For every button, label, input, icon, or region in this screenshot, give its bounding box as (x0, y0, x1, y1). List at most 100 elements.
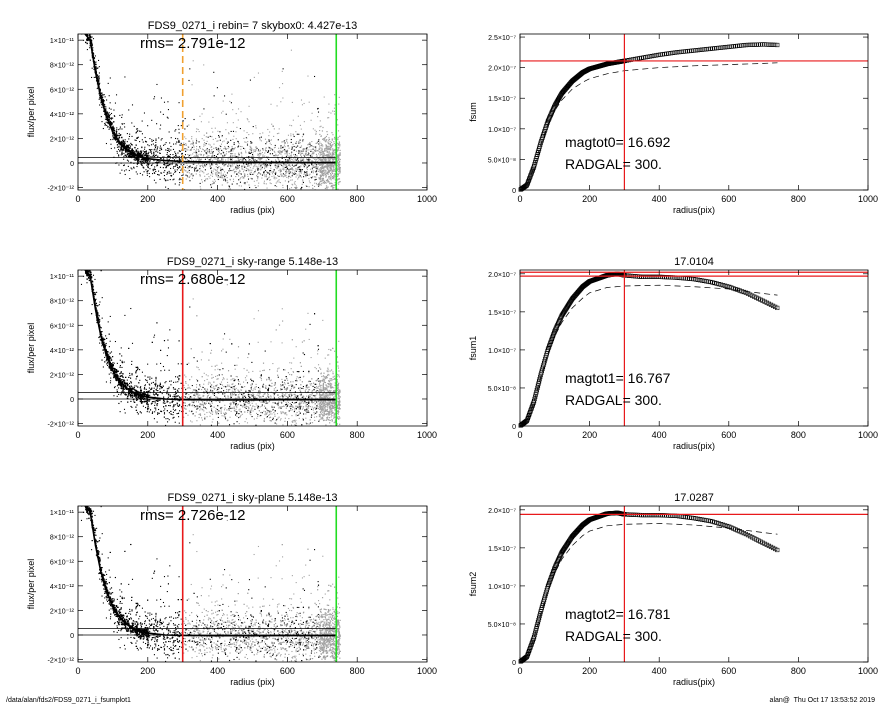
data-point (315, 166, 316, 167)
data-point (286, 170, 287, 171)
data-point (232, 153, 233, 154)
data-point (282, 185, 283, 186)
data-point (320, 126, 321, 127)
data-point (214, 395, 215, 396)
data-point (127, 133, 128, 134)
data-point (219, 150, 220, 151)
data-point (248, 121, 249, 122)
data-point (327, 168, 328, 169)
data-point (227, 166, 228, 167)
data-point (289, 410, 290, 411)
data-point (200, 160, 201, 161)
data-point (131, 136, 132, 137)
data-point (332, 188, 333, 189)
data-point (87, 43, 88, 44)
data-point (333, 167, 334, 168)
data-point (146, 141, 147, 142)
data-point (205, 179, 206, 180)
data-point (249, 159, 250, 160)
data-point (308, 175, 309, 176)
data-point (273, 175, 274, 176)
data-point (215, 158, 216, 159)
data-point (286, 177, 287, 178)
data-point (291, 167, 292, 168)
data-point (316, 155, 317, 156)
data-point (150, 150, 151, 151)
data-point (203, 146, 204, 147)
data-point (155, 383, 156, 384)
data-point (116, 129, 117, 130)
data-point (181, 143, 182, 144)
data-point (319, 185, 320, 186)
data-point (307, 167, 308, 168)
data-point (196, 149, 197, 150)
data-point (156, 84, 157, 85)
data-point (233, 179, 234, 180)
data-point (255, 150, 256, 151)
data-point (290, 177, 291, 178)
data-point (102, 93, 103, 94)
data-point (217, 177, 218, 178)
data-point (172, 154, 173, 155)
data-point (224, 164, 225, 165)
data-point (92, 6, 93, 7)
data-point (238, 119, 239, 120)
data-point (122, 151, 123, 152)
data-point (129, 136, 130, 137)
data-point (167, 101, 168, 102)
data-point (167, 172, 168, 173)
data-point (319, 178, 320, 179)
data-point (272, 153, 273, 154)
data-point (204, 142, 205, 143)
data-point (149, 138, 150, 139)
data-point (318, 158, 319, 159)
data-point (190, 174, 191, 175)
data-point (261, 137, 262, 138)
data-point (255, 151, 256, 152)
data-point (228, 164, 229, 165)
data-point (196, 412, 197, 413)
data-point (311, 177, 312, 178)
data-point (285, 150, 286, 151)
data-point (285, 180, 286, 181)
data-point (327, 155, 328, 156)
data-point (271, 193, 272, 194)
data-point (151, 383, 152, 384)
data-point (234, 169, 235, 170)
data-point (280, 164, 281, 165)
data-point (234, 142, 235, 143)
data-point (151, 120, 152, 121)
data-point (318, 378, 319, 379)
data-point (261, 374, 262, 375)
data-point (338, 156, 339, 157)
data-point (301, 187, 302, 188)
data-point (257, 170, 258, 171)
data-point (256, 160, 257, 161)
data-point (141, 159, 142, 160)
data-point (332, 138, 333, 139)
data-point (292, 405, 293, 406)
data-point (130, 146, 131, 147)
data-point (278, 151, 279, 152)
data-point (203, 140, 204, 141)
data-point (296, 423, 297, 424)
data-point (283, 176, 284, 177)
data-point (184, 375, 185, 376)
data-point (147, 171, 148, 172)
data-point (250, 178, 251, 179)
data-point (339, 141, 340, 142)
data-point (302, 141, 303, 142)
data-point (210, 153, 211, 154)
data-point (291, 159, 292, 160)
data-point (321, 164, 322, 165)
data-point (257, 174, 258, 175)
data-point (121, 123, 122, 124)
data-point (329, 151, 330, 152)
data-point (229, 186, 230, 187)
data-point (252, 178, 253, 179)
data-point (220, 170, 221, 171)
data-point (289, 188, 290, 189)
data-point (269, 410, 270, 411)
data-point (306, 155, 307, 156)
data-point (338, 154, 339, 155)
